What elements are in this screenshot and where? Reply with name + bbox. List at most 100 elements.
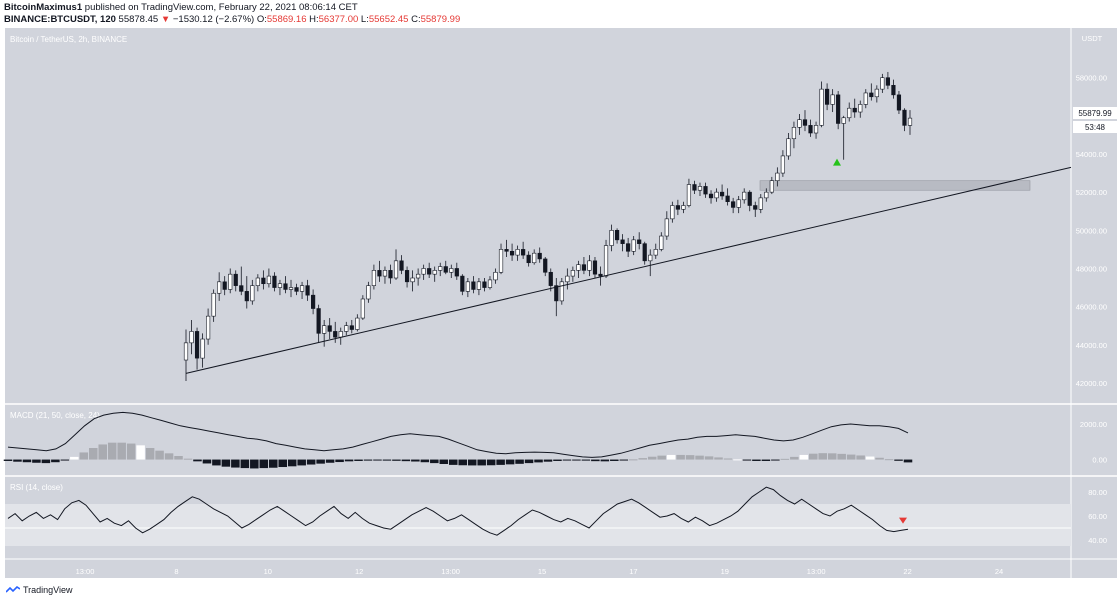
candle-body bbox=[239, 285, 244, 292]
macd-histogram-bar bbox=[70, 456, 79, 460]
price-tick-label: 50000.00 bbox=[1076, 226, 1107, 235]
candle-body bbox=[797, 119, 802, 128]
candle-body bbox=[686, 184, 692, 206]
tradingview-footer[interactable]: TradingView bbox=[6, 585, 73, 595]
candle-body bbox=[565, 275, 570, 283]
last-price-badge bbox=[1073, 107, 1117, 119]
candle-body bbox=[493, 271, 498, 281]
trendline[interactable] bbox=[185, 166, 1072, 374]
candle-body bbox=[482, 281, 487, 288]
candle-body bbox=[648, 254, 653, 262]
candle-body bbox=[449, 268, 454, 273]
macd-histogram-bar bbox=[145, 448, 155, 460]
candle-body bbox=[880, 77, 885, 90]
macd-histogram-bar bbox=[638, 458, 647, 460]
candle-body bbox=[708, 193, 714, 199]
high-value: 56377.00 bbox=[318, 14, 359, 25]
candle-body bbox=[836, 94, 841, 124]
macd-histogram-bar bbox=[41, 459, 51, 464]
macd-histogram-bar bbox=[875, 457, 884, 460]
macd-histogram-bar bbox=[250, 459, 259, 469]
macd-histogram-bar bbox=[591, 459, 600, 462]
macd-histogram-bar bbox=[117, 442, 126, 460]
macd-histogram-bar bbox=[13, 459, 22, 462]
candle-body bbox=[670, 205, 675, 220]
candle-body bbox=[532, 252, 537, 264]
symbol-label: BINANCE:BTCUSDT, 120 bbox=[4, 14, 116, 25]
macd-histogram-bar bbox=[685, 455, 695, 460]
last-price: 55878.45 bbox=[118, 14, 159, 25]
tradingview-logo-icon bbox=[6, 586, 20, 593]
candle-body bbox=[327, 325, 332, 332]
candle-body bbox=[758, 197, 763, 210]
price-tick-label: 48000.00 bbox=[1076, 264, 1107, 273]
candle-body bbox=[863, 92, 868, 105]
open-label: O: bbox=[256, 14, 267, 25]
candle-body bbox=[338, 331, 343, 338]
ohlc-line: BINANCE:BTCUSDT, 120 55878.45 ▼ −1530.12… bbox=[4, 14, 460, 26]
candle-body bbox=[576, 264, 581, 271]
candle-body bbox=[521, 249, 526, 256]
macd-histogram-bar bbox=[477, 459, 486, 466]
candle-body bbox=[885, 77, 890, 86]
macd-histogram-bar bbox=[22, 459, 32, 463]
macd-histogram-bar bbox=[562, 459, 572, 461]
candle-body bbox=[907, 117, 913, 126]
price-tick-label: 42000.00 bbox=[1076, 379, 1107, 388]
macd-histogram-bar bbox=[865, 456, 875, 460]
candle-body bbox=[454, 268, 459, 277]
macd-histogram-bar bbox=[297, 459, 306, 466]
macd-histogram-bar bbox=[846, 454, 856, 460]
candle-body bbox=[277, 283, 283, 288]
candle-body bbox=[858, 104, 863, 113]
rsi-tick-label: 60.00 bbox=[1088, 512, 1107, 521]
candle-body bbox=[355, 317, 360, 330]
candle-body bbox=[487, 279, 493, 288]
chart-background bbox=[5, 28, 1071, 578]
low-label: L: bbox=[360, 14, 369, 25]
macd-histogram-bar bbox=[363, 459, 373, 461]
time-tick-label: 12 bbox=[355, 567, 363, 576]
candle-body bbox=[294, 287, 299, 292]
tradingview-brand: TradingView bbox=[23, 585, 73, 595]
candle-body bbox=[443, 266, 448, 273]
candle-body bbox=[769, 180, 774, 193]
candle-body bbox=[819, 88, 824, 126]
candle-body bbox=[288, 287, 294, 290]
candle-body bbox=[515, 249, 520, 256]
macd-histogram-bar bbox=[89, 448, 98, 460]
macd-histogram-bar bbox=[761, 459, 771, 461]
macd-histogram-bar bbox=[695, 455, 704, 460]
time-tick-label: 15 bbox=[538, 567, 546, 576]
rsi-band bbox=[5, 504, 1071, 546]
candle-body bbox=[432, 270, 437, 275]
macd-histogram-bar bbox=[458, 459, 467, 466]
candle-body bbox=[830, 94, 835, 105]
price-tick-label: 58000.00 bbox=[1076, 74, 1107, 83]
macd-histogram-bar bbox=[799, 454, 809, 460]
candle-body bbox=[200, 338, 205, 359]
rsi-label: RSI (14, close) bbox=[10, 483, 63, 492]
macd-histogram bbox=[3, 442, 913, 469]
resistance-zone bbox=[759, 180, 1031, 191]
macd-histogram-bar bbox=[392, 459, 401, 461]
candle-body bbox=[272, 275, 277, 288]
macd-histogram-bar bbox=[344, 459, 354, 462]
macd-label: MACD (21, 50, close, 24) bbox=[10, 411, 100, 420]
candle-body bbox=[211, 292, 216, 317]
macd-histogram-bar bbox=[259, 459, 269, 469]
price-chart[interactable]: Bitcoin / TetherUS, 2h, BINANCE USDT 580… bbox=[0, 0, 1117, 580]
candle-body bbox=[189, 331, 194, 344]
macd-histogram-bar bbox=[837, 453, 846, 460]
macd-histogram-bar bbox=[60, 459, 70, 461]
price-axis-ticks: 58000.0056000.0054000.0052000.0050000.00… bbox=[1076, 74, 1107, 388]
macd-histogram-bar bbox=[278, 459, 287, 468]
candle-body bbox=[410, 277, 415, 283]
macd-histogram-bar bbox=[486, 459, 496, 466]
macd-histogram-bar bbox=[666, 454, 676, 460]
macd-histogram-bar bbox=[164, 453, 174, 460]
candle-body bbox=[438, 266, 443, 271]
candle-body bbox=[233, 273, 238, 286]
author-name[interactable]: BitcoinMaximus1 bbox=[4, 2, 83, 13]
macd-histogram-bar bbox=[496, 459, 505, 465]
